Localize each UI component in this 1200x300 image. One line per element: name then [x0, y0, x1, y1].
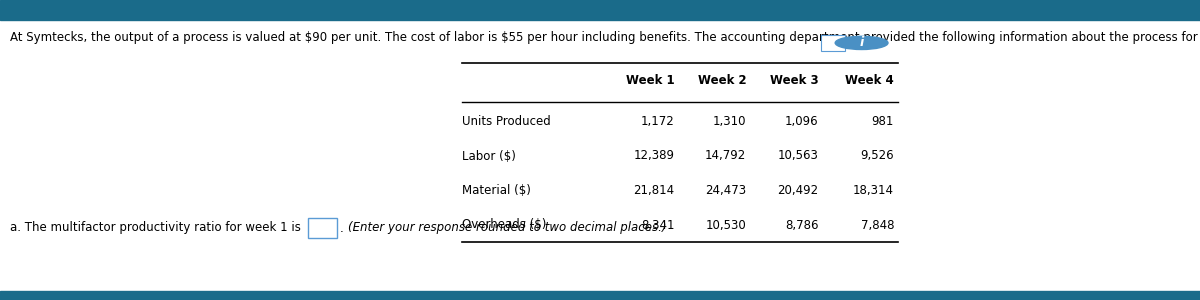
Text: 7,848: 7,848 [860, 218, 894, 232]
Text: .: . [340, 221, 343, 235]
Text: 9,526: 9,526 [860, 149, 894, 163]
Text: 10,563: 10,563 [778, 149, 818, 163]
Text: At Symtecks, the output of a process is valued at \$90 per unit. The cost of lab: At Symtecks, the output of a process is … [10, 32, 1200, 44]
Text: Overheads (\$): Overheads (\$) [462, 218, 546, 232]
FancyBboxPatch shape [821, 35, 845, 51]
Text: a. The multifactor productivity ratio for week 1 is: a. The multifactor productivity ratio fo… [10, 221, 300, 235]
Text: 20,492: 20,492 [778, 184, 818, 197]
Text: Material (\$): Material (\$) [462, 184, 530, 197]
Text: 10,530: 10,530 [706, 218, 746, 232]
Text: 981: 981 [871, 115, 894, 128]
Text: 1,310: 1,310 [713, 115, 746, 128]
Text: Week 1: Week 1 [625, 74, 674, 88]
Bar [0, 291, 1200, 300]
Circle shape [835, 36, 888, 50]
Text: Units Produced: Units Produced [462, 115, 551, 128]
Text: 18,314: 18,314 [853, 184, 894, 197]
Text: i: i [859, 36, 864, 50]
Text: 1,096: 1,096 [785, 115, 818, 128]
Text: 24,473: 24,473 [706, 184, 746, 197]
Text: 8,786: 8,786 [785, 218, 818, 232]
Text: 14,792: 14,792 [706, 149, 746, 163]
Text: Week 3: Week 3 [769, 74, 818, 88]
Text: 21,814: 21,814 [634, 184, 674, 197]
Text: Labor (\$): Labor (\$) [462, 149, 516, 163]
Text: 12,389: 12,389 [634, 149, 674, 163]
FancyBboxPatch shape [308, 218, 337, 238]
Text: 8,341: 8,341 [641, 218, 674, 232]
Text: Week 4: Week 4 [845, 74, 894, 88]
Text: (Enter your response rounded to two decimal places.): (Enter your response rounded to two deci… [348, 221, 666, 235]
Text: Week 2: Week 2 [697, 74, 746, 88]
Bar [0, 0, 1200, 20]
Text: 1,172: 1,172 [641, 115, 674, 128]
